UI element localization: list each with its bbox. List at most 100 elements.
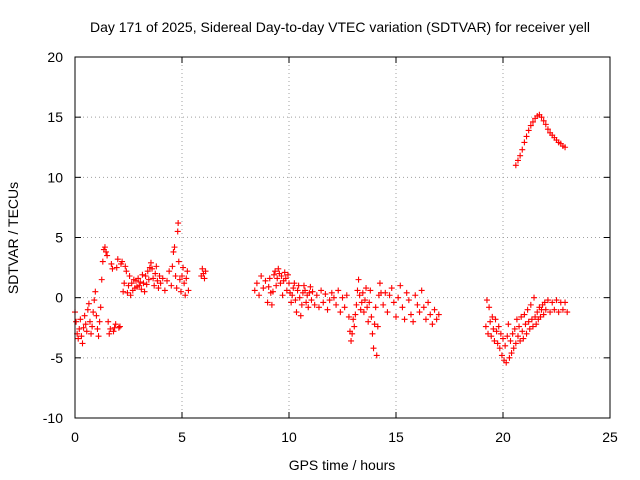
data-point [533,321,540,328]
data-point [278,273,285,280]
data-point [170,248,177,255]
data-point [172,273,179,280]
data-point [410,318,417,325]
data-point [526,325,533,332]
data-point [350,316,357,323]
data-point [352,311,359,318]
data-point [155,285,162,292]
data-point [105,318,112,325]
data-point [171,244,178,251]
data-point [496,345,503,352]
data-point [85,300,92,307]
data-point [93,312,100,319]
data-point [433,316,440,323]
data-point [510,345,517,352]
data-point [139,271,146,278]
data-point [555,309,562,316]
data-point [429,321,436,328]
data-point [544,126,551,133]
data-point [73,318,80,325]
x-tick-label: 20 [495,429,511,445]
data-point [523,330,530,337]
data-point [120,288,127,295]
y-tick-label: 10 [47,169,63,185]
data-point [368,313,375,320]
data-point [516,323,523,330]
data-point [531,294,538,301]
data-point [138,286,145,293]
y-tick-label: -10 [43,410,63,426]
y-tick-label: 20 [47,49,63,65]
data-point [83,328,90,335]
data-point [309,288,316,295]
data-point [503,359,510,366]
data-point [169,263,176,270]
data-point [365,318,372,325]
x-tick-label: 15 [388,429,404,445]
data-point [275,265,282,272]
data-point [298,301,305,308]
data-point [128,280,135,287]
data-point [123,268,130,275]
data-point [506,354,513,361]
data-point [142,273,149,280]
data-point [184,268,191,275]
data-point [514,157,521,164]
data-point [277,280,284,287]
data-point [524,306,531,313]
data-point [164,277,171,284]
data-point [374,323,381,330]
data-point [395,294,402,301]
data-point [405,297,412,304]
data-point [508,350,515,357]
data-point [273,282,280,289]
data-point [532,313,539,320]
data-point [487,318,494,325]
data-point [308,297,315,304]
data-point [416,309,423,316]
data-point [330,294,337,301]
data-points [72,111,571,366]
data-point [262,277,269,284]
data-point [388,285,395,292]
data-point [358,299,365,306]
data-point [348,337,355,344]
data-point [119,258,126,265]
data-point [283,287,290,294]
data-point [354,287,361,294]
data-point [253,280,260,287]
data-point [181,280,188,287]
data-point [359,289,366,296]
data-point [371,321,378,328]
data-point [302,287,309,294]
data-point [179,273,185,280]
data-point [290,285,297,292]
data-point [489,313,496,320]
data-point [542,121,549,128]
data-point [425,299,432,306]
data-point [353,301,360,308]
data-point [86,318,93,325]
data-point [80,324,87,331]
data-point [517,337,524,344]
data-point [486,304,493,311]
data-point [541,299,548,306]
data-point [380,301,387,308]
data-point [488,333,495,340]
data-point [315,304,322,311]
data-point [322,291,329,298]
data-point [511,325,518,332]
data-point [509,330,516,337]
data-point [168,282,175,289]
x-tick-label: 10 [281,429,297,445]
data-point [414,301,421,308]
data-point [493,328,500,335]
data-point [286,280,292,287]
data-point [99,258,106,265]
data-point [333,301,340,308]
data-point [76,325,83,332]
data-point [121,280,128,287]
data-point [326,297,333,304]
data-point [272,268,279,275]
data-point [521,311,528,318]
